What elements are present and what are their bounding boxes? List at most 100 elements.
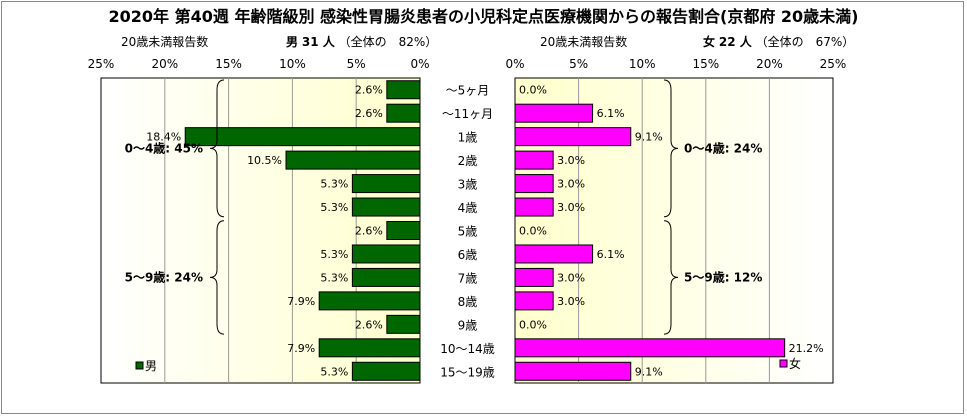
male-value-label: 5.3%: [320, 178, 348, 191]
chart-title: 2020年 第40週 年齢階級別 感染性胃腸炎患者の小児科定点医療機関からの報告…: [108, 7, 859, 26]
male-value-label: 2.6%: [355, 225, 383, 238]
category-label: 2歳: [458, 154, 478, 168]
male-bar: [351, 174, 421, 194]
female-value-label: 0.0%: [519, 225, 547, 238]
female-bar: [514, 291, 554, 311]
male-value-label: 2.6%: [355, 84, 383, 97]
female-value-label: 0.0%: [519, 318, 547, 331]
male-legend-label: 男: [145, 359, 157, 373]
right-tick-label: 25%: [820, 57, 847, 71]
right-sex-label: 女: [703, 35, 716, 49]
left-axis-caption: 20歳未満報告数: [121, 35, 209, 49]
male-value-label: 5.3%: [320, 271, 348, 284]
male-bar: [318, 291, 421, 311]
male-value-label: 5.3%: [320, 365, 348, 378]
female-value-label: 6.1%: [597, 248, 625, 261]
male-bar: [386, 103, 421, 123]
right-tick-label: 5%: [569, 57, 588, 71]
left-tick-label: 15%: [215, 57, 242, 71]
left-tick-label: 25%: [88, 57, 115, 71]
female-bar: [514, 127, 632, 147]
female-bar: [514, 174, 554, 194]
category-label: 6歳: [458, 248, 478, 262]
left-count: 31 人: [301, 35, 335, 49]
male-bar: [386, 221, 421, 240]
male-value-label: 18.4%: [146, 131, 181, 144]
female-legend-label: 女: [789, 356, 801, 371]
female-bar: [514, 361, 632, 381]
female-value-label: 3.0%: [557, 201, 585, 214]
category-label: 4歳: [458, 201, 478, 215]
right-count: 22 人: [718, 35, 752, 49]
right-tick-label: 15%: [692, 57, 719, 71]
left-sex-label: 男: [286, 35, 299, 49]
female-value-label: 0.0%: [519, 84, 547, 97]
male-bar: [351, 244, 421, 264]
male-bar: [351, 267, 421, 287]
female-bar: [514, 338, 786, 358]
right-axis-caption: 20歳未満報告数: [540, 35, 628, 49]
female-group-annotation: 5～9歳: 12%: [684, 269, 762, 284]
group-brace: [209, 79, 225, 218]
category-label: 10～14歳: [440, 342, 495, 356]
category-label: 5歳: [458, 225, 478, 239]
left-tick-label: 0%: [410, 57, 429, 71]
female-value-label: 9.1%: [635, 131, 663, 144]
male-value-label: 7.9%: [287, 295, 315, 308]
right-tick-label: 10%: [629, 57, 656, 71]
female-bar: [514, 197, 554, 217]
female-bar: [514, 244, 594, 264]
male-bar: [318, 338, 421, 358]
left-share: （全体の 82%）: [338, 35, 438, 49]
male-value-label: 2.6%: [355, 318, 383, 331]
group-brace: [209, 220, 225, 335]
male-bar: [351, 197, 421, 217]
male-group-annotation: 0～4歳: 45%: [125, 140, 203, 155]
left-tick-label: 10%: [279, 57, 306, 71]
female-value-label: 3.0%: [557, 295, 585, 308]
left-tick-label: 20%: [151, 57, 178, 71]
category-label: 15～19歳: [440, 365, 495, 379]
right-tick-label: 20%: [756, 57, 783, 71]
male-group-annotation: 5～9歳: 24%: [125, 269, 203, 284]
female-group-annotation: 0～4歳: 24%: [684, 140, 762, 155]
group-brace: [663, 220, 679, 335]
female-value-label: 6.1%: [597, 107, 625, 120]
male-legend-swatch: [135, 361, 144, 370]
category-label: 7歳: [458, 271, 478, 285]
female-value-label: 3.0%: [557, 271, 585, 284]
category-label: ～11ヶ月: [442, 107, 493, 121]
female-legend-swatch: [779, 359, 788, 368]
category-label: 1歳: [458, 131, 478, 145]
male-bar: [184, 127, 421, 147]
right-tick-label: 0%: [505, 57, 524, 71]
male-value-label: 7.9%: [287, 342, 315, 355]
male-value-label: 5.3%: [320, 248, 348, 261]
category-label: 3歳: [458, 178, 478, 192]
male-value-label: 10.5%: [247, 154, 282, 167]
male-bar: [351, 361, 421, 381]
female-value-label: 21.2%: [789, 342, 824, 355]
category-label: 8歳: [458, 295, 478, 309]
female-value-label: 3.0%: [557, 178, 585, 191]
male-value-label: 2.6%: [355, 107, 383, 120]
female-bar: [514, 150, 554, 170]
left-sex-summary: 男 31 人 （全体の 82%）: [286, 33, 437, 50]
male-bar: [386, 314, 421, 334]
right-plot-area: [514, 77, 834, 384]
right-sex-summary: 女 22 人 （全体の 67%）: [703, 33, 854, 50]
male-value-label: 5.3%: [320, 201, 348, 214]
category-label: 9歳: [458, 318, 478, 332]
male-bar: [386, 80, 421, 100]
male-bar: [285, 150, 421, 170]
female-bar: [514, 267, 554, 287]
female-bar: [514, 103, 594, 123]
female-value-label: 3.0%: [557, 154, 585, 167]
female-value-label: 9.1%: [635, 365, 663, 378]
right-share: （全体の 67%）: [755, 35, 855, 49]
category-label: ～5ヶ月: [446, 84, 490, 98]
group-brace: [663, 79, 679, 218]
left-tick-label: 5%: [347, 57, 366, 71]
